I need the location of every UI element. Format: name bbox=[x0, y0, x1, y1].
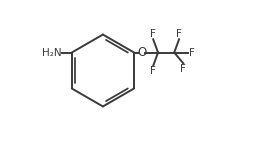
Text: F: F bbox=[176, 29, 182, 39]
Text: F: F bbox=[150, 66, 156, 76]
Text: H₂N: H₂N bbox=[42, 48, 61, 58]
Text: O: O bbox=[137, 46, 147, 59]
Text: F: F bbox=[150, 29, 156, 39]
Text: F: F bbox=[180, 64, 186, 74]
Text: F: F bbox=[189, 48, 195, 58]
